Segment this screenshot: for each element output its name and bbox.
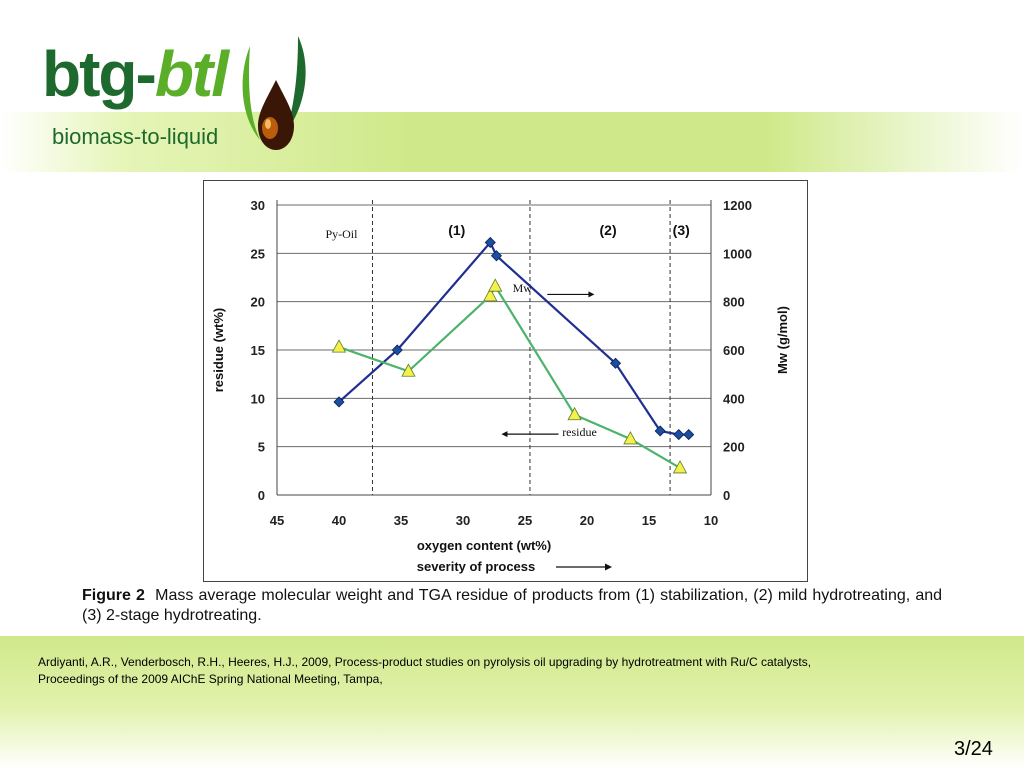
y2-tick-label: 1200 [723, 198, 752, 213]
y-tick-label: 5 [258, 440, 265, 455]
page-number: 3/24 [954, 738, 993, 760]
y2-tick-label: 400 [723, 391, 745, 406]
data-point-mw [673, 429, 685, 441]
data-point-residue [488, 278, 503, 292]
mw-annotation: Mw [513, 281, 533, 295]
reference-line-2: Proceedings of the 2009 AIChE Spring Nat… [38, 672, 383, 686]
data-point-mw [333, 396, 345, 408]
y-tick-label: 20 [251, 295, 265, 310]
reference-line-1: Ardiyanti, A.R., Venderbosch, R.H., Heer… [38, 655, 812, 669]
data-point-mw [609, 357, 622, 369]
data-point-residue [567, 406, 582, 421]
y-tick-label: 30 [251, 198, 265, 213]
x-tick-label: 45 [270, 513, 284, 528]
data-point-mw [391, 344, 403, 356]
data-point-mw [683, 429, 695, 441]
data-point-residue [331, 339, 347, 353]
x-axis-title: oxygen content (wt%) [417, 538, 551, 553]
figure-label: Figure 2 [82, 587, 145, 604]
y-axis-title: residue (wt%) [211, 308, 226, 393]
region-label: (2) [600, 222, 617, 238]
plot-frame [203, 180, 808, 582]
reference-citation: Ardiyanti, A.R., Venderbosch, R.H., Heer… [38, 654, 998, 688]
y2-tick-label: 200 [723, 440, 745, 455]
x-tick-label: 40 [332, 513, 346, 528]
region-label: (3) [673, 222, 690, 238]
chart: 0 5 10 15 20 25 30 0 200 400 600 800 1000 1200 45 40 35 3… [211, 198, 790, 574]
y-tick-label: 10 [251, 391, 265, 406]
x-tick-label: 35 [394, 513, 408, 528]
data-point-residue [623, 431, 638, 445]
data-point-residue [672, 460, 688, 474]
logo-tagline: biomass-to-liquid [52, 124, 219, 149]
y2-tick-label: 1000 [723, 246, 752, 261]
mw-arrow-head [588, 291, 595, 298]
oil-drop-leaf-icon [242, 36, 306, 150]
region-label: Py-Oil [325, 227, 358, 241]
data-point-mw [484, 236, 496, 249]
figure-caption-text: Mass average molecular weight and TGA re… [82, 587, 943, 624]
data-point-residue [483, 288, 498, 302]
logo-brand-right: btl [154, 38, 229, 110]
region-label: (1) [448, 222, 465, 238]
figure-caption: Figure 2 Mass average molecular weight a… [82, 586, 942, 626]
x-axis-subtitle: severity of process [417, 559, 536, 574]
x-tick-label: 25 [518, 513, 532, 528]
y2-tick-label: 0 [723, 488, 730, 503]
data-point-mw [654, 425, 666, 437]
y-tick-label: 25 [251, 246, 265, 261]
series-line-mw [338, 240, 689, 436]
logo-brand-left: btg- [42, 38, 157, 110]
data-point-mw [490, 250, 503, 262]
residue-annotation: residue [562, 425, 597, 439]
x-tick-label: 20 [580, 513, 594, 528]
x-tick-label: 15 [642, 513, 656, 528]
x-tick-label: 30 [456, 513, 470, 528]
header-band [0, 112, 1024, 172]
footer-band [0, 636, 1024, 768]
residue-arrow-head [501, 431, 508, 438]
logo-wordmark: btg-btl [42, 42, 229, 106]
y2-tick-label: 800 [723, 295, 745, 310]
y-tick-label: 0 [258, 488, 265, 503]
x-tick-label: 10 [704, 513, 718, 528]
data-point-residue [401, 363, 416, 377]
y2-axis-title: Mw (g/mol) [775, 306, 790, 374]
y-tick-label: 15 [251, 343, 265, 358]
severity-arrow-head [605, 563, 612, 571]
y2-tick-label: 600 [723, 343, 745, 358]
btg-btl-logo: btg-btl biomass-to-liquid [40, 36, 320, 156]
